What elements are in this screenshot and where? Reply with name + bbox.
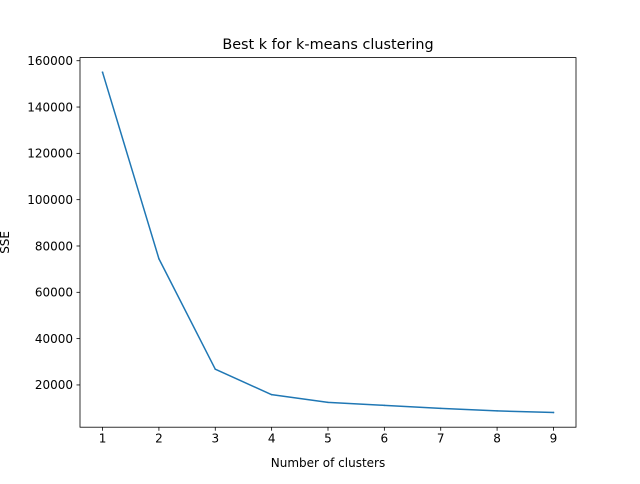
y-tick-label-3: 80000 <box>35 239 73 253</box>
y-tick-label-1: 40000 <box>35 332 73 346</box>
y-tick-label-4: 100000 <box>27 193 73 207</box>
y-tick-label-5: 120000 <box>27 147 73 161</box>
data-point-0-0 <box>101 71 104 74</box>
data-point-0-3 <box>270 393 273 396</box>
x-tick-label-2: 3 <box>211 432 219 446</box>
y-axis-label: SSE <box>0 231 12 254</box>
series-line-0 <box>101 71 555 414</box>
data-point-0-8 <box>552 411 555 414</box>
x-tick-label-8: 9 <box>550 432 558 446</box>
y-tick-label-7: 160000 <box>27 54 73 68</box>
data-point-0-7 <box>496 410 498 412</box>
data-point-0-2 <box>214 368 217 370</box>
y-tick-label-6: 140000 <box>27 100 73 114</box>
data-point-0-4 <box>327 401 329 404</box>
x-tick-label-5: 6 <box>381 432 389 446</box>
x-tick-label-6: 7 <box>437 432 445 446</box>
y-axis-ticks: 20000 40000 60000 80000 100000 120000 140000 16… <box>27 54 80 392</box>
data-point-0-6 <box>439 407 442 410</box>
chart-title: Best k for k-means clustering <box>222 37 433 53</box>
x-tick-label-4: 5 <box>324 432 332 446</box>
y-tick-label-0: 20000 <box>35 378 73 392</box>
data-point-0-1 <box>158 257 160 260</box>
x-tick-label-1: 2 <box>155 432 163 446</box>
x-axis-label: Number of clusters <box>271 456 385 470</box>
x-tick-label-0: 1 <box>99 432 107 446</box>
x-tick-label-3: 4 <box>268 432 276 446</box>
x-tick-label-7: 8 <box>493 432 501 446</box>
plot-area: 1 2 3 4 5 6 7 8 9 20000 40000 60000 80000 100000 1200… <box>27 54 577 446</box>
series-layer <box>101 71 555 414</box>
data-point-0-5 <box>383 404 386 407</box>
y-tick-label-2: 60000 <box>35 286 73 300</box>
x-axis-ticks: 1 2 3 4 5 6 7 8 9 <box>99 427 558 446</box>
